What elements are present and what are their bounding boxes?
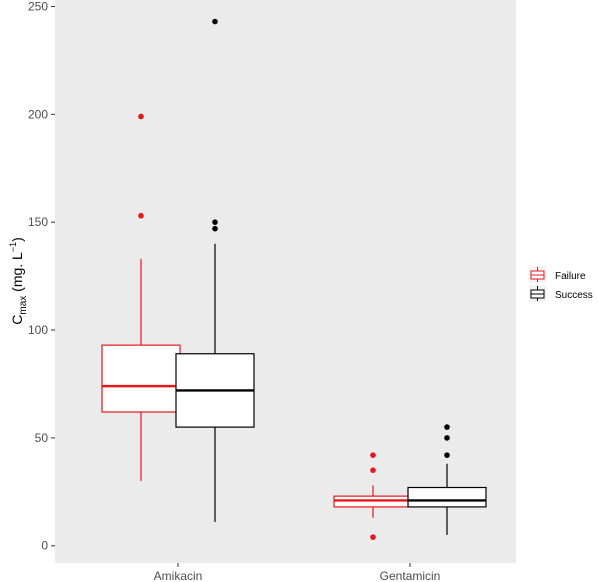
y-axis: 0 50 100 150 200 250 xyxy=(28,0,55,553)
legend-item-success: Success xyxy=(529,285,593,302)
outlier-point xyxy=(370,467,376,474)
outlier-point xyxy=(444,424,450,430)
y-tick-label: 250 xyxy=(28,0,48,13)
boxes-layer xyxy=(101,18,487,540)
outlier-point xyxy=(212,18,218,25)
outlier-point xyxy=(444,435,450,441)
y-tick-label: 150 xyxy=(28,215,48,229)
legend-label: Success xyxy=(555,290,593,301)
y-title-close: ) xyxy=(9,237,25,242)
plot-background xyxy=(55,0,516,563)
legend: Failure Success xyxy=(529,266,593,302)
iqr-box xyxy=(407,486,487,508)
y-title-main: C xyxy=(9,315,25,325)
outlier-point xyxy=(370,452,376,458)
x-tick-label: Amikacin xyxy=(154,569,203,582)
legend-label: Failure xyxy=(555,271,586,282)
outlier-point xyxy=(212,219,218,225)
iqr-box xyxy=(101,344,181,413)
y-tick-label: 0 xyxy=(41,539,48,553)
y-tick-label: 50 xyxy=(35,431,49,445)
box-failure-amikacin xyxy=(101,113,181,482)
outlier-point xyxy=(138,113,144,120)
y-title-sub: max xyxy=(18,296,29,315)
legend-item-failure: Failure xyxy=(529,266,586,283)
x-tick-label: Gentamicin xyxy=(380,569,441,582)
box-success-amikacin xyxy=(175,18,255,523)
x-axis: Amikacin Gentamicin xyxy=(154,563,441,582)
y-tick-label: 200 xyxy=(28,107,48,121)
outlier-point xyxy=(444,452,450,458)
y-title-sup: −1 xyxy=(8,242,18,252)
y-title-unit: (mg. L xyxy=(9,252,25,296)
y-tick-label: 100 xyxy=(28,323,48,337)
box-success-gentamicin xyxy=(407,424,487,535)
outlier-point xyxy=(138,212,144,219)
outlier-point xyxy=(370,534,376,540)
outlier-point xyxy=(212,225,218,232)
y-axis-title: Cmax (mg. L−1) xyxy=(8,237,29,325)
